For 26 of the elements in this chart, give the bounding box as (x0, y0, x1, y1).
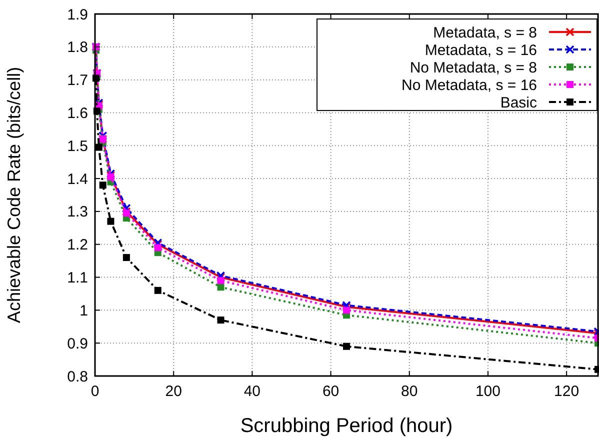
legend-label: No Metadata, s = 8 (410, 59, 537, 76)
y-tick-label: 1.8 (67, 39, 88, 56)
x-axis-title: Scrubbing Period (hour) (240, 415, 453, 437)
y-tick-label: 1.9 (67, 6, 88, 24)
x-tick-label: 120 (554, 383, 580, 400)
y-tick-label: 1.6 (67, 104, 88, 122)
y-tick-label: 1.4 (67, 170, 88, 188)
y-tick-label: 1.7 (67, 72, 88, 90)
legend-label: No Metadata, s = 16 (402, 76, 537, 94)
y-tick-label: 1.5 (67, 138, 88, 155)
y-axis-title: Achievable Code Rate (bits/cell) (4, 66, 24, 324)
x-tick-label: 80 (401, 383, 418, 400)
x-tick-label: 40 (244, 383, 261, 400)
y-tick-label: 1.1 (67, 270, 88, 287)
legend-label: Metadata, s = 8 (433, 24, 537, 42)
x-tick-label: 100 (475, 383, 500, 400)
y-tick-label: 1 (80, 302, 88, 320)
y-tick-label: 0.8 (67, 368, 88, 386)
x-tick-label: 20 (165, 383, 182, 400)
x-tick-label: 0 (90, 383, 100, 400)
x-tick-label: 60 (322, 383, 340, 400)
legend-label: Basic (500, 94, 538, 112)
y-tick-label: 0.9 (67, 335, 88, 352)
y-tick-label: 1.2 (67, 236, 88, 254)
y-tick-label: 1.3 (67, 204, 88, 221)
legend-label: Metadata, s = 16 (424, 42, 537, 59)
